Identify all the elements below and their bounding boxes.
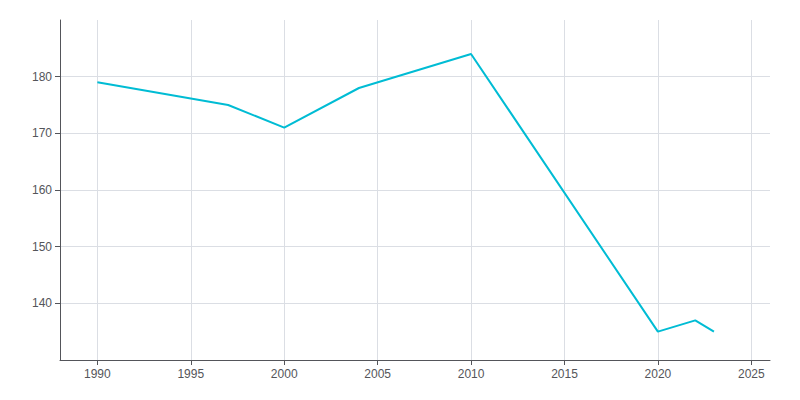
svg-text:180: 180 bbox=[32, 70, 52, 84]
svg-text:160: 160 bbox=[32, 183, 52, 197]
svg-text:1990: 1990 bbox=[84, 367, 111, 381]
svg-text:1995: 1995 bbox=[177, 367, 204, 381]
svg-text:140: 140 bbox=[32, 296, 52, 310]
svg-text:2005: 2005 bbox=[364, 367, 391, 381]
svg-text:2025: 2025 bbox=[738, 367, 765, 381]
svg-text:150: 150 bbox=[32, 240, 52, 254]
svg-text:2015: 2015 bbox=[551, 367, 578, 381]
svg-text:170: 170 bbox=[32, 126, 52, 140]
svg-text:2020: 2020 bbox=[645, 367, 672, 381]
svg-text:2010: 2010 bbox=[458, 367, 485, 381]
svg-text:2000: 2000 bbox=[271, 367, 298, 381]
